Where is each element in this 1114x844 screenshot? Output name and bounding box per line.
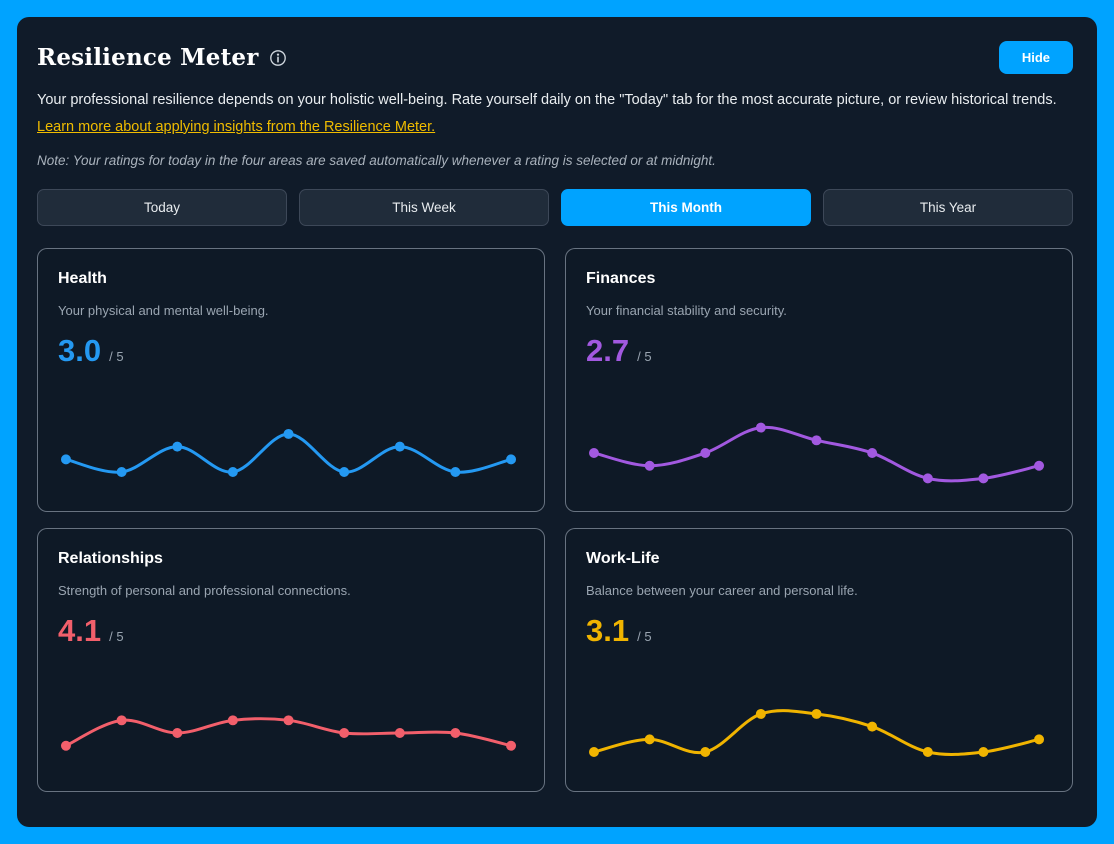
- score-suffix: / 5: [637, 628, 652, 644]
- score-row: 3.0 / 5: [58, 335, 524, 366]
- score-value: 3.1: [586, 612, 630, 648]
- resilience-meter-panel: Resilience Meter Hide Your professional …: [17, 17, 1097, 827]
- intro-link-line: Learn more about applying insights from …: [37, 118, 1073, 136]
- score-suffix: / 5: [637, 348, 652, 364]
- hide-button[interactable]: Hide: [998, 41, 1073, 74]
- card-title: Finances: [586, 269, 656, 287]
- period-tabs: Today This Week This Month This Year: [37, 188, 1073, 226]
- relationships-trend-chart: [58, 679, 524, 775]
- learn-more-link[interactable]: Learn more about applying insights from …: [37, 118, 436, 135]
- autosave-note: Note: Your ratings for today in the four…: [37, 152, 716, 168]
- score-suffix: / 5: [109, 348, 124, 364]
- score-row: 4.1 / 5: [58, 615, 524, 646]
- score-value: 2.7: [586, 332, 630, 368]
- card-title: Health: [58, 269, 107, 287]
- score-row: 2.7 / 5: [586, 335, 1052, 366]
- card-work-life: Work-Life Balance between your career an…: [565, 527, 1073, 792]
- score-row: 3.1 / 5: [586, 615, 1052, 646]
- card-title: Work-Life: [586, 549, 660, 567]
- health-trend-chart: [58, 399, 524, 495]
- score-value: 4.1: [58, 612, 102, 648]
- card-relationships: Relationships Strength of personal and p…: [37, 527, 545, 792]
- tab-this-week[interactable]: This Week: [299, 188, 549, 226]
- finances-trend-chart: [586, 399, 1052, 495]
- card-description: Your physical and mental well-being.: [58, 302, 269, 318]
- card-description: Strength of personal and professional co…: [58, 582, 351, 598]
- tab-today[interactable]: Today: [37, 188, 287, 226]
- card-title: Relationships: [58, 549, 163, 567]
- card-description: Balance between your career and personal…: [586, 582, 858, 598]
- info-icon[interactable]: [269, 49, 287, 67]
- tab-this-month[interactable]: This Month: [561, 188, 811, 226]
- header-row: Resilience Meter Hide: [37, 41, 1073, 74]
- intro-text: Your professional resilience depends on …: [37, 92, 1057, 108]
- card-finances: Finances Your financial stability and se…: [565, 247, 1073, 512]
- page-title: Resilience Meter: [37, 44, 259, 71]
- tab-this-year[interactable]: This Year: [823, 188, 1073, 226]
- work-life-trend-chart: [586, 679, 1052, 775]
- cards-grid: Health Your physical and mental well-bei…: [37, 247, 1073, 792]
- card-description: Your financial stability and security.: [586, 302, 787, 318]
- score-value: 3.0: [58, 332, 102, 368]
- score-suffix: / 5: [109, 628, 124, 644]
- card-health: Health Your physical and mental well-bei…: [37, 247, 545, 512]
